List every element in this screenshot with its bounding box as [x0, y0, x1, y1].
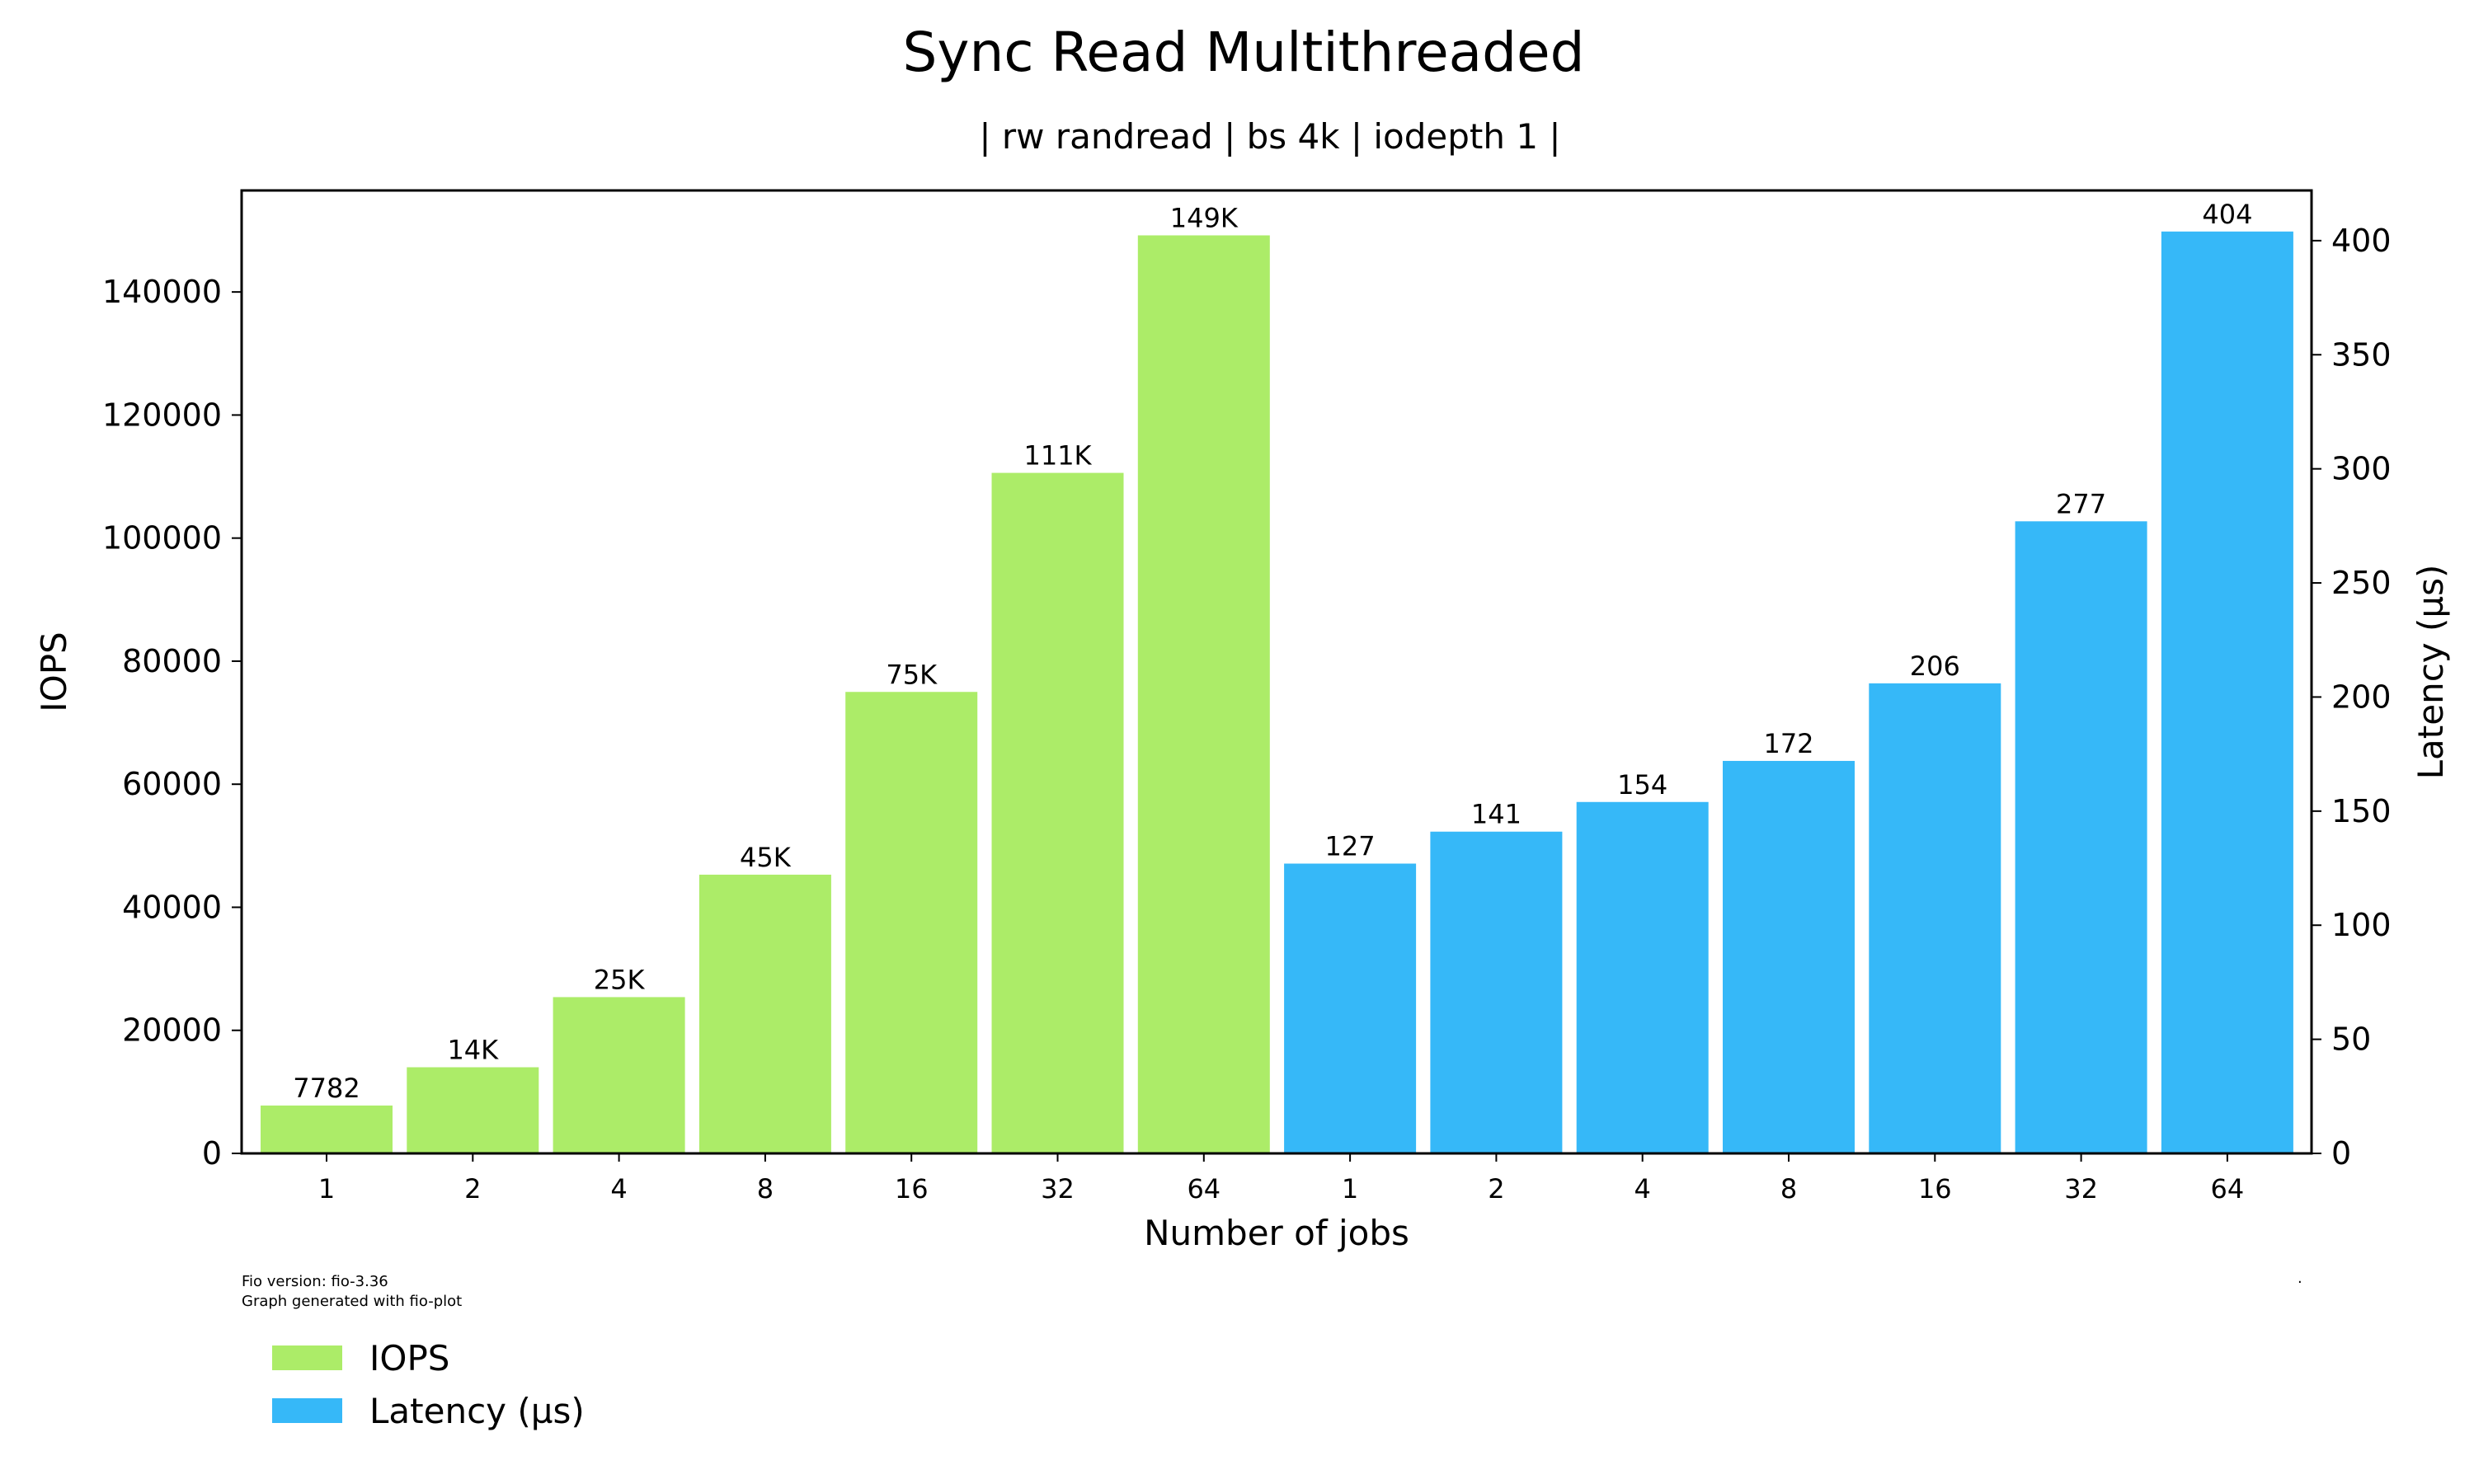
left-axis-label: IOPS — [34, 632, 74, 711]
right-tick-label: 250 — [2331, 565, 2392, 601]
chart-title: Sync Read Multithreaded — [902, 21, 1584, 84]
x-tick-label: 4 — [1634, 1173, 1651, 1205]
right-tick-label: 300 — [2331, 451, 2392, 487]
right-tick-label: 200 — [2331, 679, 2392, 715]
right-tick-label: 400 — [2331, 223, 2392, 259]
data-label: 7782 — [293, 1073, 360, 1104]
data-label: 127 — [1325, 830, 1376, 862]
x-tick-label: 32 — [1041, 1173, 1075, 1205]
left-axis-ticks: 0 20000 40000 60000 80000 100000 120000 140000 — [102, 274, 242, 1172]
x-tick-label: 2 — [464, 1173, 481, 1205]
x-tick-label: 8 — [1780, 1173, 1797, 1205]
legend-swatch-iops — [272, 1345, 342, 1370]
bar-latency-16 — [1869, 683, 2001, 1153]
data-label: 154 — [1617, 769, 1667, 801]
left-tick-label: 0 — [202, 1135, 222, 1172]
x-axis-ticks: 1 2 4 8 16 32 64 1 2 4 8 16 32 64 — [318, 1153, 2244, 1205]
data-label: 45K — [740, 842, 792, 873]
x-tick-label: 16 — [1918, 1173, 1952, 1205]
bar-latency-64 — [2161, 231, 2293, 1153]
plot-frame — [240, 189, 2313, 1155]
footer-generated-by: Graph generated with fio-plot — [242, 1293, 462, 1310]
x-tick-label: 64 — [2211, 1173, 2245, 1205]
right-tick-label: 100 — [2331, 907, 2392, 943]
data-label: 25K — [594, 964, 646, 995]
data-label: 111K — [1023, 440, 1092, 472]
bar-latency-2 — [1430, 831, 1563, 1153]
x-tick-label: 2 — [1488, 1173, 1504, 1205]
right-tick-label: 50 — [2331, 1021, 2371, 1058]
legend: IOPS Latency (µs) — [272, 1338, 585, 1431]
data-label: 75K — [886, 659, 938, 690]
bar-iops-1 — [261, 1105, 393, 1153]
bar-iops-4 — [553, 997, 685, 1153]
bar-iops-2 — [407, 1067, 539, 1153]
x-tick-label: 4 — [610, 1173, 627, 1205]
bar-iops-8 — [698, 874, 831, 1153]
bar-latency-1 — [1284, 863, 1417, 1153]
left-tick-label: 60000 — [122, 766, 222, 802]
legend-swatch-latency — [272, 1398, 342, 1423]
data-label: 206 — [1910, 650, 1960, 682]
bar-latency-8 — [1723, 760, 1855, 1153]
x-tick-label: 8 — [757, 1173, 774, 1205]
left-tick-label: 120000 — [102, 397, 222, 433]
left-tick-label: 80000 — [122, 643, 222, 679]
x-tick-label: 32 — [2064, 1173, 2098, 1205]
bar-iops-64 — [1137, 235, 1270, 1153]
bar-iops-16 — [845, 692, 978, 1153]
data-label: 404 — [2202, 199, 2252, 230]
left-tick-label: 40000 — [122, 889, 222, 925]
bar-latency-4 — [1576, 801, 1709, 1153]
bar-latency-32 — [2015, 521, 2147, 1153]
bar-iops-32 — [991, 472, 1124, 1153]
footer-fio-version: Fio version: fio-3.36 — [242, 1273, 388, 1290]
data-label: 149K — [1170, 202, 1239, 233]
data-label: 172 — [1763, 728, 1813, 759]
right-tick-label: 0 — [2331, 1135, 2351, 1172]
x-axis-label: Number of jobs — [1144, 1213, 1409, 1253]
left-tick-label: 20000 — [122, 1012, 222, 1049]
chart-subtitle: | rw randread | bs 4k | iodepth 1 | — [979, 116, 1560, 157]
data-labels-group: 7782 14K 25K 45K 75K 111K 149K 127 141 154 172 206 2… — [293, 199, 2252, 1104]
x-tick-label: 16 — [895, 1173, 929, 1205]
right-tick-label: 350 — [2331, 336, 2392, 373]
right-axis-label: Latency (µs) — [2411, 565, 2451, 780]
right-tick-label: 150 — [2331, 793, 2392, 829]
x-tick-label: 1 — [1342, 1173, 1358, 1205]
legend-label-latency: Latency (µs) — [369, 1391, 585, 1431]
data-label: 14K — [447, 1035, 499, 1066]
left-tick-label: 140000 — [102, 274, 222, 310]
data-label: 141 — [1471, 799, 1522, 830]
legend-label-iops: IOPS — [369, 1338, 449, 1378]
x-tick-label: 1 — [318, 1173, 335, 1205]
left-tick-label: 100000 — [102, 520, 222, 556]
data-label: 277 — [2056, 488, 2106, 519]
footer-mark: . — [2298, 1270, 2302, 1287]
x-tick-label: 64 — [1187, 1173, 1221, 1205]
bars-group — [261, 231, 2293, 1153]
right-axis-ticks: 0 50 100 150 200 250 300 350 400 — [2312, 223, 2392, 1172]
